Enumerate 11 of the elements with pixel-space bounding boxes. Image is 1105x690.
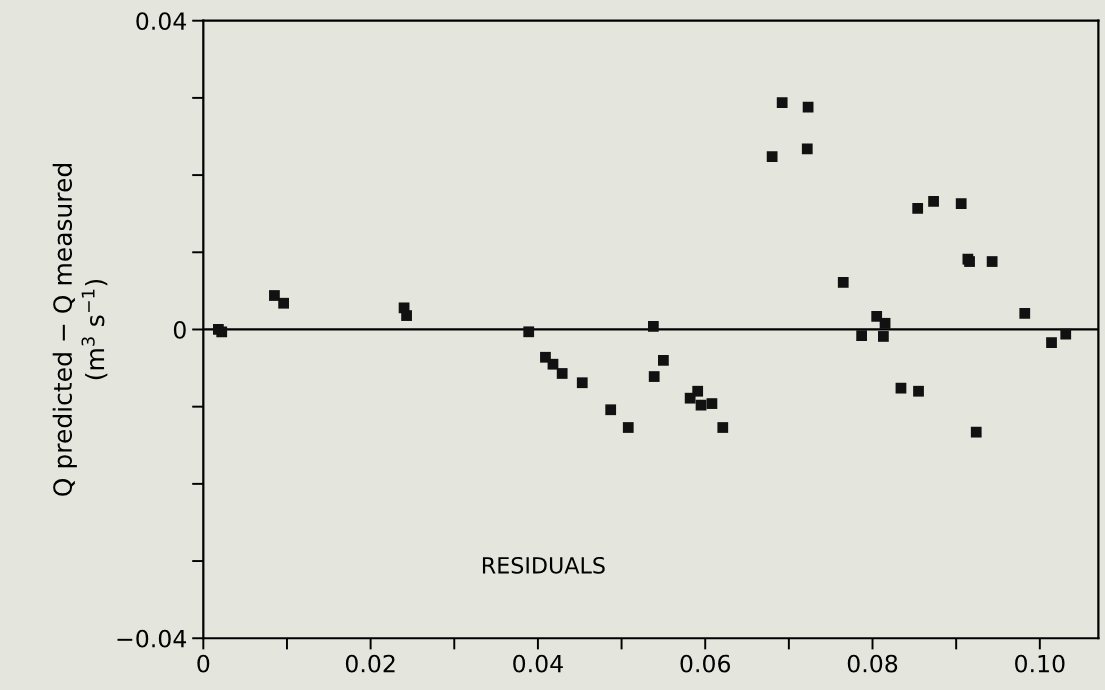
y-tick-label: 0.04 xyxy=(136,12,187,31)
y-tick-label: −0.04 xyxy=(117,629,187,648)
x-tick-label: 0.10 xyxy=(1015,654,1065,673)
x-tick-label: 0.02 xyxy=(345,654,395,673)
y-axis-title: Q predicted − Q measured (m$^{3}$ s$^{−1}$) xyxy=(52,163,108,496)
x-tick-label: 0 xyxy=(197,654,210,673)
y-tick-label: 0 xyxy=(173,320,186,339)
x-tick-label: 0.08 xyxy=(847,654,898,673)
x-tick-label: 0.04 xyxy=(513,654,563,673)
annotation: RESIDUALS xyxy=(482,556,605,574)
x-tick-label: 0.06 xyxy=(680,654,731,673)
